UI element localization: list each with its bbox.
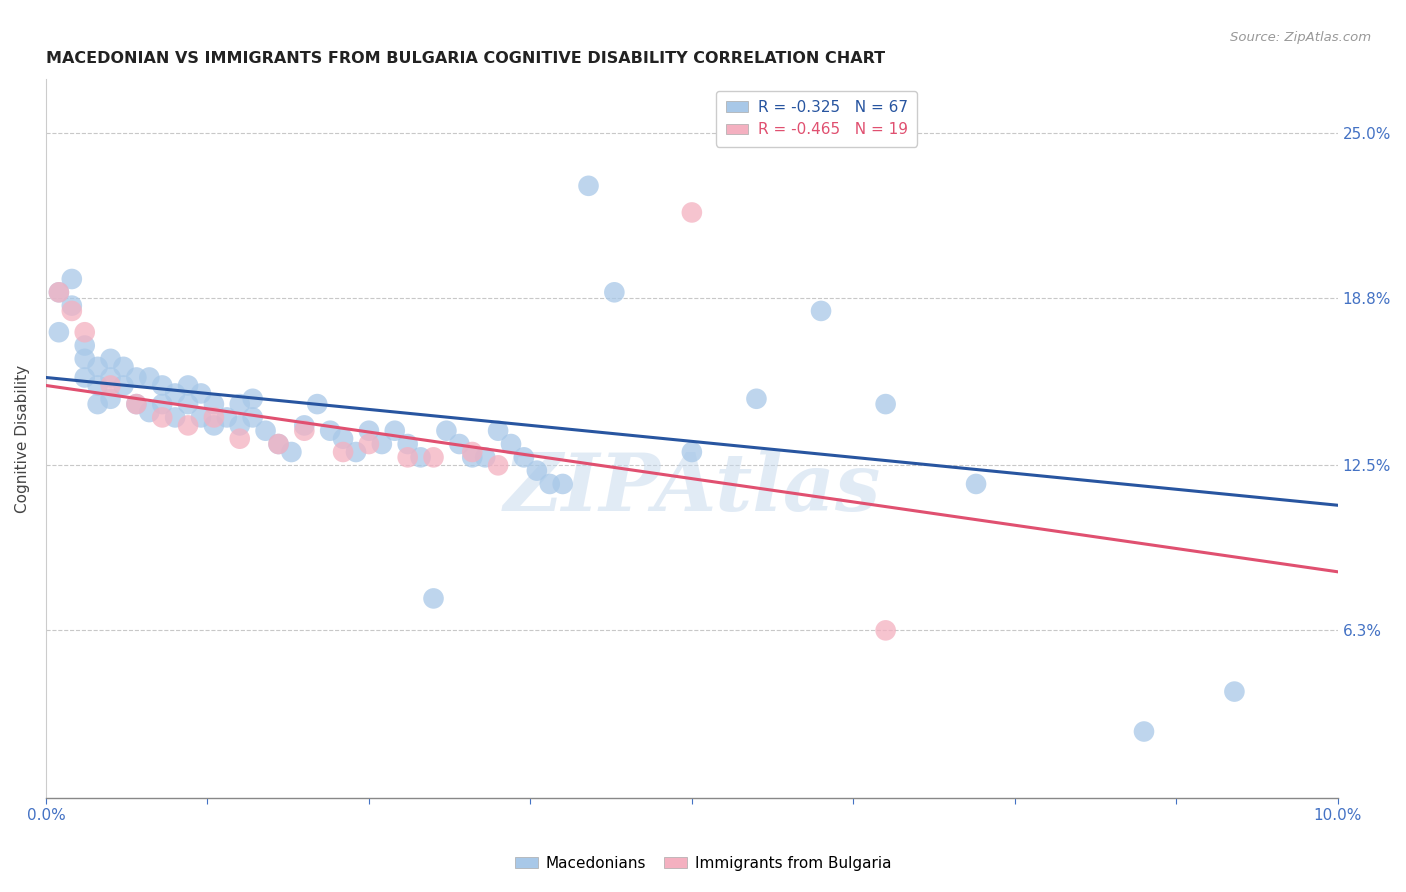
Point — [242, 410, 264, 425]
Point — [125, 370, 148, 384]
Point — [486, 458, 509, 473]
Text: ZIPAtlas: ZIPAtlas — [503, 450, 880, 528]
Point — [165, 410, 187, 425]
Point — [73, 338, 96, 352]
Point — [603, 285, 626, 300]
Point — [48, 285, 70, 300]
Point — [396, 450, 419, 465]
Point — [202, 418, 225, 433]
Point — [60, 304, 83, 318]
Point — [73, 370, 96, 384]
Point — [499, 437, 522, 451]
Point — [461, 450, 484, 465]
Point — [384, 424, 406, 438]
Point — [357, 424, 380, 438]
Point — [486, 424, 509, 438]
Point — [745, 392, 768, 406]
Point — [319, 424, 342, 438]
Point — [60, 272, 83, 286]
Point — [965, 477, 987, 491]
Legend: Macedonians, Immigrants from Bulgaria: Macedonians, Immigrants from Bulgaria — [509, 850, 897, 877]
Point — [229, 432, 252, 446]
Point — [125, 397, 148, 411]
Point — [138, 405, 160, 419]
Point — [190, 386, 212, 401]
Point — [125, 397, 148, 411]
Legend: R = -0.325   N = 67, R = -0.465   N = 19: R = -0.325 N = 67, R = -0.465 N = 19 — [716, 91, 917, 146]
Point — [1223, 684, 1246, 698]
Point — [875, 624, 897, 638]
Point — [138, 370, 160, 384]
Point — [292, 418, 315, 433]
Point — [86, 359, 108, 374]
Point — [513, 450, 536, 465]
Point — [254, 424, 277, 438]
Point — [100, 392, 122, 406]
Point — [229, 418, 252, 433]
Text: MACEDONIAN VS IMMIGRANTS FROM BULGARIA COGNITIVE DISABILITY CORRELATION CHART: MACEDONIAN VS IMMIGRANTS FROM BULGARIA C… — [46, 51, 886, 66]
Point — [422, 591, 444, 606]
Point — [292, 424, 315, 438]
Point — [875, 397, 897, 411]
Point — [100, 370, 122, 384]
Point — [229, 397, 252, 411]
Y-axis label: Cognitive Disability: Cognitive Disability — [15, 365, 30, 513]
Point — [60, 299, 83, 313]
Point — [409, 450, 432, 465]
Point — [100, 378, 122, 392]
Point — [267, 437, 290, 451]
Point — [150, 410, 173, 425]
Point — [150, 378, 173, 392]
Point — [242, 392, 264, 406]
Point — [436, 424, 458, 438]
Text: Source: ZipAtlas.com: Source: ZipAtlas.com — [1230, 31, 1371, 45]
Point — [1133, 724, 1156, 739]
Point — [112, 359, 135, 374]
Point — [344, 445, 367, 459]
Point — [332, 445, 354, 459]
Point — [177, 397, 200, 411]
Point — [177, 378, 200, 392]
Point — [371, 437, 394, 451]
Point — [332, 432, 354, 446]
Point — [202, 397, 225, 411]
Point — [73, 325, 96, 339]
Point — [48, 325, 70, 339]
Point — [461, 445, 484, 459]
Point — [86, 378, 108, 392]
Point — [150, 397, 173, 411]
Point — [165, 386, 187, 401]
Point — [267, 437, 290, 451]
Point — [112, 378, 135, 392]
Point — [810, 304, 832, 318]
Point — [307, 397, 329, 411]
Point — [681, 445, 703, 459]
Point — [48, 285, 70, 300]
Point — [100, 351, 122, 366]
Point — [449, 437, 471, 451]
Point — [215, 410, 238, 425]
Point — [73, 351, 96, 366]
Point — [357, 437, 380, 451]
Point — [538, 477, 561, 491]
Point — [280, 445, 302, 459]
Point — [474, 450, 496, 465]
Point — [551, 477, 574, 491]
Point — [86, 397, 108, 411]
Point — [177, 418, 200, 433]
Point — [681, 205, 703, 219]
Point — [190, 410, 212, 425]
Point — [422, 450, 444, 465]
Point — [396, 437, 419, 451]
Point — [578, 178, 600, 193]
Point — [526, 464, 548, 478]
Point — [202, 410, 225, 425]
